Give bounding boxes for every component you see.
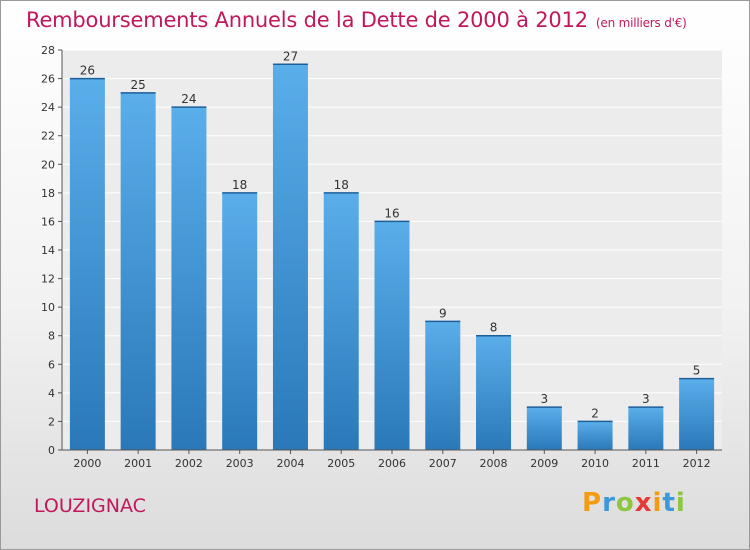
x-tick-label: 2002 bbox=[175, 457, 203, 470]
y-tick-label: 26 bbox=[41, 73, 55, 86]
logo-letter: x bbox=[634, 488, 653, 518]
bar bbox=[526, 407, 562, 450]
bar bbox=[323, 192, 359, 450]
bar bbox=[476, 335, 512, 450]
x-tick-label: 2000 bbox=[73, 457, 101, 470]
logo-letter: i bbox=[652, 488, 663, 518]
y-tick-label: 6 bbox=[48, 358, 55, 371]
bars bbox=[69, 63, 715, 451]
bar bbox=[374, 221, 410, 450]
bar bbox=[69, 78, 105, 451]
data-label: 9 bbox=[439, 306, 447, 320]
bar bbox=[425, 321, 461, 450]
y-tick-label: 16 bbox=[41, 215, 55, 228]
y-tick-label: 28 bbox=[41, 44, 55, 57]
x-tick-label: 2007 bbox=[429, 457, 457, 470]
commune-name: LOUZIGNAC bbox=[34, 495, 146, 517]
y-tick-label: 12 bbox=[41, 273, 55, 286]
y-tick-label: 14 bbox=[41, 244, 55, 257]
data-label: 8 bbox=[490, 321, 498, 335]
data-label: 3 bbox=[540, 392, 548, 406]
y-tick-label: 8 bbox=[48, 330, 55, 343]
x-tick-label: 2006 bbox=[378, 457, 406, 470]
bar bbox=[628, 407, 664, 450]
bar bbox=[171, 107, 207, 451]
logo-letter: P bbox=[582, 488, 603, 518]
x-tick-label: 2005 bbox=[327, 457, 355, 470]
data-label: 18 bbox=[232, 178, 247, 192]
x-tick-label: 2001 bbox=[124, 457, 152, 470]
chart-subtitle: (en milliers d'€) bbox=[595, 16, 687, 30]
y-tick-label: 20 bbox=[41, 158, 55, 171]
y-tick-label: 22 bbox=[41, 130, 55, 143]
x-tick-label: 2011 bbox=[632, 457, 660, 470]
data-label: 16 bbox=[384, 206, 399, 220]
y-tick-label: 4 bbox=[48, 387, 55, 400]
axes bbox=[61, 50, 722, 451]
chart-title-text: Remboursements Annuels de la Dette de 20… bbox=[26, 8, 588, 32]
bar bbox=[577, 421, 613, 450]
logo-letter: i bbox=[675, 488, 686, 518]
data-label: 27 bbox=[283, 49, 298, 63]
bar bbox=[222, 192, 258, 450]
x-tick-label: 2004 bbox=[276, 457, 304, 470]
chart-title: Remboursements Annuels de la Dette de 20… bbox=[26, 8, 687, 32]
bar bbox=[120, 92, 156, 450]
data-labels: 26 25 24 18 27 18 16 9 8 3 2 3 5 bbox=[80, 49, 701, 420]
y-tick-label: 0 bbox=[48, 444, 55, 457]
y-tick-label: 2 bbox=[48, 415, 55, 428]
y-tick-label: 24 bbox=[41, 101, 55, 114]
proxiti-logo: Proxiti bbox=[582, 488, 686, 518]
data-label: 25 bbox=[131, 78, 146, 92]
x-tick-label: 2009 bbox=[530, 457, 558, 470]
x-axis-ticks: 2000 2001 2002 2003 2004 2005 2006 2007 2008 2009… bbox=[73, 450, 711, 470]
data-label: 26 bbox=[80, 64, 95, 78]
x-tick-label: 2008 bbox=[480, 457, 508, 470]
data-label: 2 bbox=[591, 406, 599, 420]
logo-letter: r bbox=[602, 488, 616, 518]
logo-letter: o bbox=[615, 488, 635, 518]
data-label: 3 bbox=[642, 392, 650, 406]
y-tick-label: 10 bbox=[41, 301, 55, 314]
data-label: 5 bbox=[693, 364, 701, 378]
data-label: 24 bbox=[181, 92, 196, 106]
data-label: 18 bbox=[334, 178, 349, 192]
bar bbox=[272, 64, 308, 451]
logo-letter: t bbox=[662, 488, 676, 518]
x-tick-label: 2003 bbox=[226, 457, 254, 470]
x-tick-label: 2012 bbox=[683, 457, 711, 470]
bar bbox=[679, 378, 715, 450]
y-tick-label: 18 bbox=[41, 187, 55, 200]
x-tick-label: 2010 bbox=[581, 457, 609, 470]
